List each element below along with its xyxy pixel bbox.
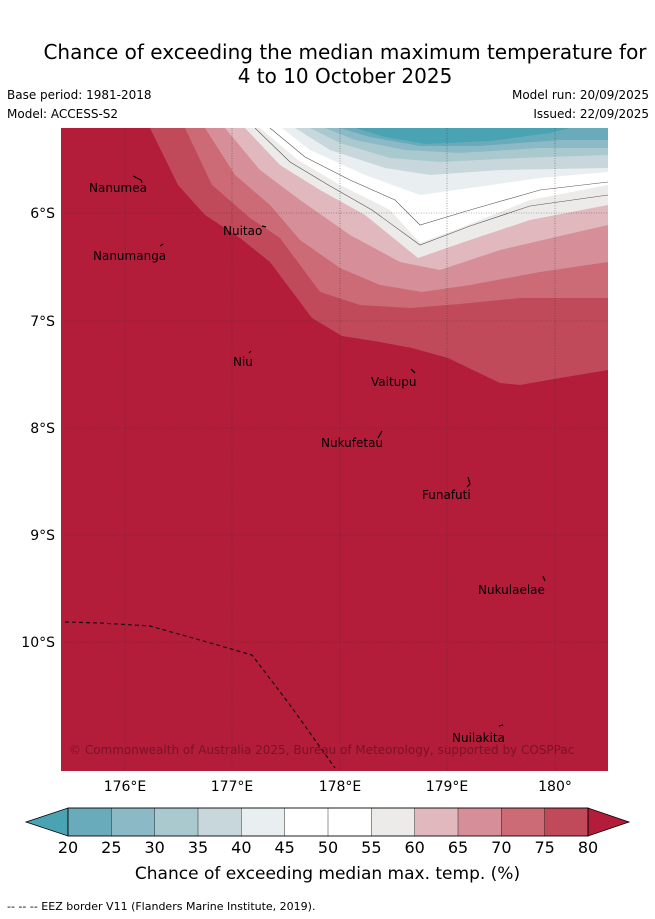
contour-45: [269, 128, 608, 226]
colorbar-tick-65: 65: [448, 838, 468, 857]
colorbar-tick-50: 50: [318, 838, 338, 857]
colorbar-tick-75: 75: [534, 838, 554, 857]
place-label-funafuti: Funafuti: [422, 488, 471, 502]
colorbar-high-arrow: [587, 807, 631, 837]
lon-tick-176e: 176°E: [104, 779, 147, 795]
contour-50: [254, 128, 608, 246]
eez-border: [64, 621, 336, 769]
place-label-niu: Niu: [233, 355, 253, 369]
colorbar-tick-55: 55: [361, 838, 381, 857]
longitude-tick-labels: 176°E 177°E 178°E 179°E 180°: [104, 779, 572, 795]
colorbar-bin-70-75: [501, 807, 546, 837]
colorbar-tick-60: 60: [404, 838, 424, 857]
colorbar-bin-50-55: [327, 807, 373, 837]
island-niu-shape: [248, 350, 252, 354]
place-label-nukulaelae: Nukulaelae: [478, 583, 545, 597]
island-nanumanga-shape: [159, 243, 164, 247]
chart-title: Chance of exceeding the median maximum t…: [0, 40, 655, 88]
colorbar-tick-35: 35: [188, 838, 208, 857]
island-nukulaelae-shape: [542, 575, 546, 582]
place-labels: Nanumea Nanumanga Nuitao Niu Vaitupu Nuk…: [89, 181, 545, 745]
colorbar-bins: [67, 807, 589, 837]
lon-tick-177e: 177°E: [211, 779, 254, 795]
model-name: Model: ACCESS-S2: [7, 107, 119, 121]
colorbar-bin-20-25: [67, 807, 113, 837]
graticule: [61, 128, 608, 771]
islands: [132, 175, 546, 727]
colorbar-bin-65-70: [457, 807, 503, 837]
lat-tick-9s: 9°S: [30, 528, 55, 544]
island-nukufetau-shape: [377, 430, 383, 439]
place-label-nanumea: Nanumea: [89, 181, 147, 195]
probability-band-under-20: [355, 128, 570, 144]
colorbar-bin-30-35: [154, 807, 199, 837]
colorbar-bin-35-40: [197, 807, 243, 837]
island-nuilakita-shape: [498, 724, 504, 727]
colorbar-tick-20: 20: [58, 838, 78, 857]
colorbar-bin-55-60: [371, 807, 416, 837]
place-label-nuilakita: Nuilakita: [452, 731, 505, 745]
colorbar-tick-80: 80: [578, 838, 598, 857]
colorbar-tick-45: 45: [274, 838, 294, 857]
colorbar: 20 25 30 35 40 45 50 55 60 65 70 75 80: [24, 807, 631, 857]
title-line-2: 4 to 10 October 2025: [237, 64, 453, 88]
lon-tick-180: 180°: [538, 779, 572, 795]
colorbar-bin-60-65: [414, 807, 459, 837]
island-funafuti-shape: [466, 476, 471, 488]
copyright-notice: © Commonwealth of Australia 2025, Bureau…: [69, 743, 574, 757]
place-label-nukufetau: Nukufetau: [321, 436, 383, 450]
colorbar-bin-40-45: [241, 807, 286, 837]
colorbar-label: Chance of exceeding median max. temp. (%…: [134, 864, 521, 884]
island-nuitao-shape: [261, 225, 267, 228]
island-vaitupu-shape: [410, 368, 416, 374]
title-line-1: Chance of exceeding the median maximum t…: [43, 40, 647, 64]
place-label-nanumanga: Nanumanga: [93, 249, 166, 263]
colorbar-tick-70: 70: [491, 838, 511, 857]
lat-tick-10s: 10°S: [21, 635, 55, 651]
lat-tick-6s: 6°S: [30, 206, 55, 222]
eez-footnote: -- -- -- EEZ border V11 (Flanders Marine…: [7, 900, 316, 913]
island-nanumea-shape: [132, 175, 143, 184]
colorbar-outline: [67, 807, 589, 837]
colorbar-bin-25-30: [111, 807, 156, 837]
colorbar-tick-25: 25: [101, 838, 121, 857]
lon-tick-179e: 179°E: [426, 779, 469, 795]
map-plot-area: [61, 128, 608, 771]
latitude-tick-labels: 6°S 7°S 8°S 9°S 10°S: [21, 206, 55, 651]
lon-tick-178e: 178°E: [319, 779, 362, 795]
lat-tick-8s: 8°S: [30, 421, 55, 437]
colorbar-bin-45-50: [284, 807, 329, 837]
colorbar-low-arrow: [24, 807, 69, 837]
base-period: Base period: 1981-2018: [7, 88, 152, 102]
model-run: Model run: 20/09/2025: [511, 88, 649, 102]
place-label-vaitupu: Vaitupu: [371, 375, 417, 389]
place-label-nuitao: Nuitao: [223, 224, 262, 238]
issued-date: Issued: 22/09/2025: [533, 107, 649, 121]
lat-tick-7s: 7°S: [30, 314, 55, 330]
colorbar-tick-40: 40: [231, 838, 251, 857]
colorbar-tick-labels: 20 25 30 35 40 45 50 55 60 65 70 75 80: [58, 838, 598, 857]
colorbar-tick-30: 30: [144, 838, 164, 857]
colorbar-bin-75-80: [544, 807, 589, 837]
